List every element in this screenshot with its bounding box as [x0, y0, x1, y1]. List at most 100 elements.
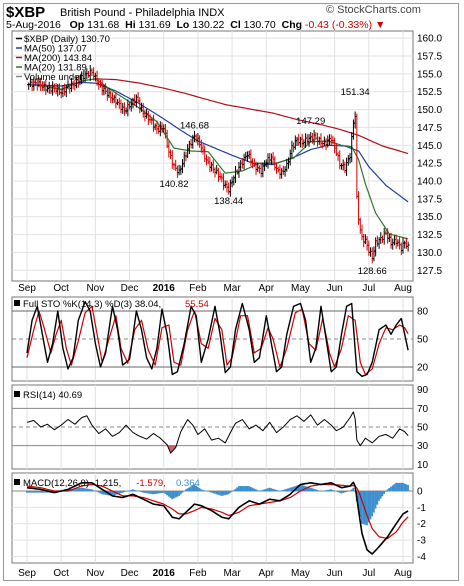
- macd-histogram-bar: [44, 491, 47, 493]
- price-panel-border: [11, 30, 414, 282]
- macd-histogram-bar: [266, 488, 269, 491]
- price-annotation: 147.29: [296, 116, 325, 127]
- legend-label: MA(200) 143.84: [24, 53, 92, 64]
- macd-histogram-bar: [188, 487, 191, 491]
- legend-label: MA(20) 131.89: [24, 63, 87, 74]
- macd-histogram-bar: [248, 486, 250, 491]
- macd-histogram-bar: [179, 491, 182, 495]
- macd-histogram-bar: [159, 491, 162, 494]
- price-bar: [336, 151, 340, 161]
- macd-histogram-bar: [309, 487, 312, 491]
- price-bar: [360, 224, 364, 241]
- rsi-tick-label: 70: [417, 404, 429, 415]
- macd-histogram-bar: [325, 490, 327, 491]
- price-bar: [281, 165, 285, 175]
- macd-histogram-bar: [376, 491, 379, 505]
- macd-histogram-bar: [133, 489, 136, 491]
- macd-histogram-bar: [186, 488, 189, 491]
- price-bar: [167, 141, 171, 158]
- macd-histogram-bar: [39, 491, 42, 493]
- macd-histogram-bar: [384, 491, 387, 492]
- price-bar: [297, 133, 301, 146]
- x-axis-label-upper: Nov: [86, 283, 104, 294]
- rsi-legend-swatch: [14, 391, 20, 397]
- close-label: Cl: [230, 19, 241, 31]
- macd-histogram-bar: [137, 491, 139, 492]
- macd-histogram-bar: [191, 485, 194, 491]
- price-bar: [290, 140, 294, 158]
- macd-histogram-bar: [244, 486, 247, 491]
- macd-histogram-bar: [113, 491, 115, 496]
- macd-histogram-bar: [198, 488, 201, 491]
- price-tick-label: 132.5: [417, 230, 442, 241]
- macd-histogram-bar: [369, 491, 372, 520]
- macd-histogram-bar: [37, 491, 40, 493]
- price-bar: [362, 233, 366, 248]
- macd-histogram-bar: [249, 486, 252, 491]
- price-bar: [278, 164, 282, 180]
- macd-panel-border: [11, 472, 414, 564]
- sto-legend-label: Full STO %K(14,3) %D(3) 38.04,: [23, 299, 161, 310]
- macd-histogram-bar: [202, 489, 204, 491]
- price-bar: [222, 173, 226, 191]
- macd-histogram-bar: [181, 491, 184, 493]
- close-value: 130.70: [243, 19, 276, 31]
- macd-histogram-bar: [292, 486, 295, 491]
- price-bar: [109, 90, 113, 103]
- price-bar: [355, 113, 359, 199]
- macd-histogram-bar: [314, 489, 317, 491]
- macd-histogram-bar: [46, 491, 49, 493]
- rsi-tick-label: 50: [417, 423, 429, 434]
- macd-histogram-bar: [407, 485, 409, 491]
- macd-histogram-bar: [176, 491, 179, 497]
- stockcharts-logo[interactable]: © StockCharts.com: [326, 4, 421, 16]
- macd-histogram-bar: [301, 485, 303, 491]
- x-axis-label-upper: Aug: [394, 283, 412, 294]
- macd-histogram-bar: [104, 491, 107, 495]
- x-axis-label-upper: Oct: [53, 283, 69, 294]
- chart-frame: [3, 3, 459, 581]
- legend-label: Volume undef: [24, 72, 82, 83]
- macd-histogram-bar: [227, 491, 230, 495]
- macd-histogram-bar: [174, 491, 177, 498]
- macd-histogram-bar: [161, 491, 163, 493]
- price-bar: [211, 159, 215, 174]
- macd-histogram-bar: [131, 489, 134, 491]
- macd-histogram-bar: [130, 489, 133, 491]
- macd-histogram-bar: [214, 491, 216, 494]
- macd-histogram-bar: [166, 491, 168, 496]
- price-bar: [338, 150, 342, 170]
- price-bar: [227, 182, 231, 195]
- macd-histogram-bar: [258, 491, 261, 492]
- price-bar: [370, 247, 374, 264]
- macd-histogram-bar: [333, 490, 336, 492]
- macd-histogram-bar: [85, 488, 88, 491]
- price-bar: [121, 102, 125, 114]
- macd-histogram-bar: [89, 489, 92, 491]
- macd-histogram-bar: [200, 489, 203, 491]
- legend-item-volume: Volume undef: [16, 72, 82, 83]
- down-arrow-icon: ▼: [375, 19, 386, 31]
- macd-line: [26, 481, 409, 555]
- macd-histogram-bar: [237, 486, 240, 491]
- price-bar: [403, 240, 407, 249]
- macd-histogram-bar: [80, 487, 83, 491]
- macd-histogram-bar: [338, 491, 341, 493]
- price-tick-label: 135.0: [417, 212, 442, 223]
- price-bar: [305, 134, 309, 145]
- macd-histogram-bar: [193, 484, 196, 491]
- price-bar: [345, 157, 349, 176]
- macd-histogram-bar: [398, 482, 401, 491]
- change-label: Chg: [281, 19, 303, 31]
- ma50-line: [27, 81, 409, 203]
- price-bar: [189, 138, 193, 149]
- macd-histogram-bar: [87, 488, 90, 491]
- macd-histogram-bar: [101, 491, 103, 495]
- macd-histogram-bar: [253, 488, 256, 491]
- macd-histogram-bar: [178, 491, 180, 496]
- price-bar: [242, 153, 246, 170]
- macd-histogram-bar: [331, 490, 334, 491]
- ma200-line: [95, 78, 409, 155]
- macd-histogram-bar: [337, 491, 339, 493]
- macd-histogram-bar: [125, 491, 127, 492]
